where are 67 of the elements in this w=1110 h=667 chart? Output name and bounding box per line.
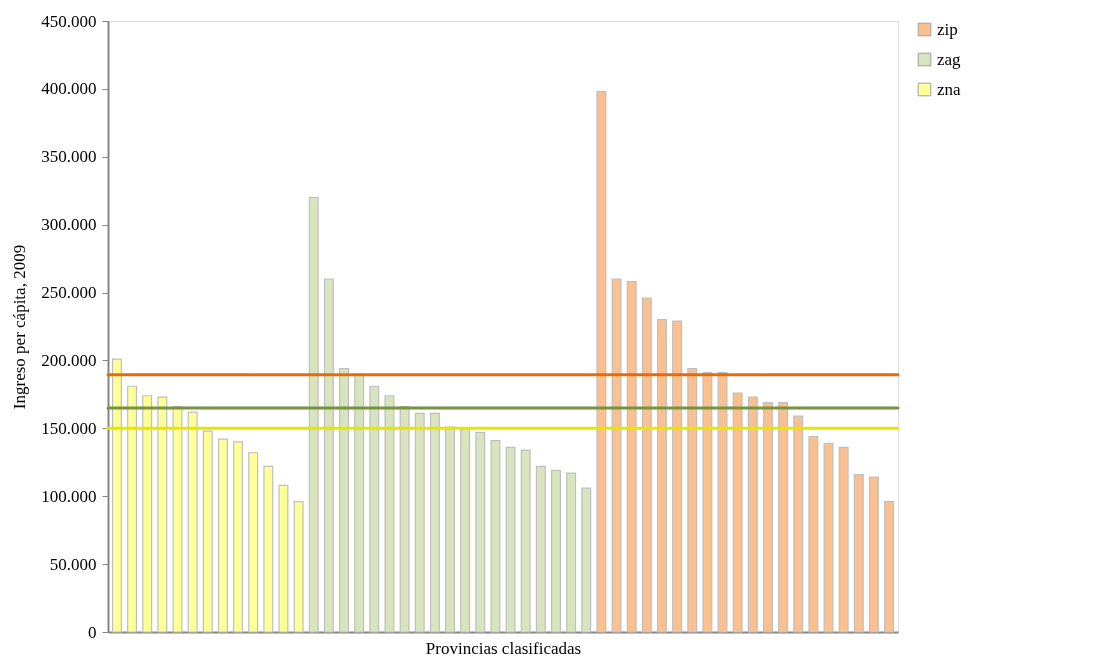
- bar: [641, 297, 652, 633]
- bar: [445, 426, 455, 633]
- bar: [475, 431, 486, 633]
- bar: [868, 476, 879, 633]
- y-tick-label: 150.000: [41, 418, 97, 438]
- bar: [233, 441, 244, 633]
- y-tick-label: 250.000: [41, 283, 97, 303]
- bar: [460, 427, 471, 633]
- bar: [732, 392, 743, 633]
- bar: [127, 385, 138, 633]
- bar: [293, 501, 304, 633]
- y-tick-label: 300.000: [41, 215, 97, 235]
- bar: [717, 372, 728, 633]
- bar: [505, 446, 516, 633]
- bar: [747, 396, 758, 633]
- bar: [248, 452, 259, 633]
- bar: [611, 278, 622, 633]
- bar: [520, 449, 531, 633]
- bar: [323, 278, 334, 633]
- bar: [823, 442, 834, 633]
- y-tick-label: 0: [88, 622, 97, 642]
- bar: [884, 501, 895, 633]
- bar: [551, 469, 561, 633]
- bar: [490, 439, 501, 633]
- bar: [626, 281, 637, 633]
- legend-label: zag: [937, 49, 962, 69]
- y-tick-label: 400.000: [41, 79, 97, 99]
- bar: [111, 358, 122, 633]
- bar: [384, 395, 395, 633]
- bar: [278, 484, 289, 633]
- bar: [702, 372, 713, 633]
- bar: [339, 367, 350, 633]
- y-tick-label: 50.000: [49, 554, 97, 574]
- bar: [808, 435, 819, 633]
- bar: [762, 401, 773, 633]
- x-axis-title: Provincias clasificadas: [425, 638, 582, 658]
- bar: [142, 395, 153, 633]
- bar: [369, 385, 380, 633]
- y-axis-title: Ingreso per cápita, 2009: [10, 244, 30, 410]
- bar: [217, 438, 228, 633]
- y-tick-label: 450.000: [41, 11, 97, 31]
- bar: [187, 411, 198, 633]
- bar: [414, 412, 425, 633]
- bar: [308, 196, 319, 633]
- bar: [202, 430, 213, 633]
- y-tick-label: 350.000: [41, 147, 97, 167]
- bar: [656, 319, 667, 633]
- bar: [263, 465, 274, 633]
- bar: [778, 401, 789, 633]
- bar: [853, 473, 864, 633]
- y-tick-label: 200.000: [41, 350, 97, 370]
- bar: [172, 406, 183, 633]
- bar: [354, 373, 365, 633]
- legend-label: zna: [937, 79, 962, 99]
- bar: [687, 367, 698, 633]
- bar: [672, 320, 683, 633]
- bar: [157, 396, 168, 633]
- bar: [838, 446, 849, 633]
- bar: [793, 415, 804, 633]
- bar: [596, 91, 607, 633]
- bar: [581, 487, 592, 633]
- bar: [566, 472, 577, 633]
- bar: [535, 465, 546, 633]
- legend-label: zip: [937, 19, 958, 39]
- y-tick-label: 100.000: [41, 486, 97, 506]
- bar: [429, 412, 440, 633]
- bar: [399, 406, 410, 633]
